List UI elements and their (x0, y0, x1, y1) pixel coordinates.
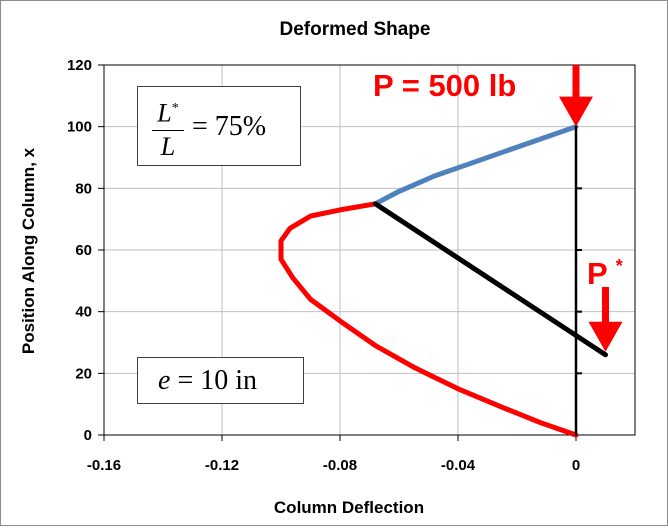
y-tick-label: 0 (84, 427, 92, 444)
load-label: P = 500 lb (373, 68, 516, 103)
pstar-sup: * (616, 256, 623, 276)
ratio-denominator: L (160, 131, 176, 161)
fraction-bar (152, 129, 184, 131)
ratio-box: L* L = 75% (137, 86, 301, 166)
y-axis-label: Position Along Column, x (19, 147, 38, 354)
y-tick-label: 120 (67, 57, 92, 74)
chart-title: Deformed Shape (280, 19, 431, 40)
y-tick-label: 100 (67, 119, 92, 136)
ticks: -0.16 -0.12 -0.08 -0.04 0 0 20 40 60 80 100 120 (67, 57, 580, 474)
y-tick-label: 20 (75, 365, 92, 382)
series-blue-curve (372, 124, 579, 207)
x-tick-label: -0.08 (323, 457, 357, 474)
load-label-text: P = 500 lb (373, 68, 516, 103)
x-tick-label: -0.16 (87, 457, 121, 474)
y-tick-label: 80 (75, 180, 92, 197)
eccentricity-box: e = 10 in (137, 357, 304, 404)
eccentricity-value: = 10 in (177, 365, 258, 396)
x-tick-label: -0.12 (205, 457, 239, 474)
pstar-label: P * (587, 256, 623, 291)
load-arrow-head (588, 321, 623, 352)
arrows-group (559, 65, 623, 352)
y-tick-label: 40 (75, 304, 92, 321)
series-group (278, 124, 608, 438)
ratio-numerator-sup: * (171, 101, 179, 116)
y-tick-label: 60 (75, 242, 92, 259)
ratio-numerator: L (157, 98, 172, 128)
series-black-line (372, 201, 608, 358)
ratio-value: = 75% (192, 111, 267, 142)
series-red-curve (278, 201, 579, 438)
load-arrow-head (559, 96, 593, 127)
x-tick-label: -0.04 (441, 457, 476, 474)
x-tick-label: 0 (572, 457, 580, 474)
ratio-fraction: L* L (152, 95, 184, 161)
eccentricity-variable: e (158, 365, 171, 396)
x-axis-label: Column Deflection (274, 498, 424, 517)
pstar-label-text: P (587, 256, 607, 291)
